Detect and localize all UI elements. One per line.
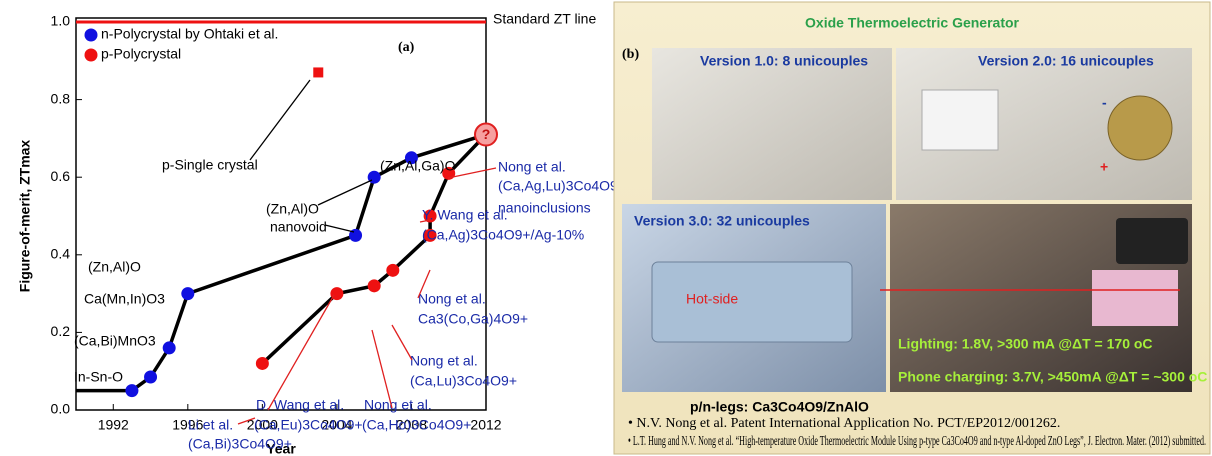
annotation: Ca3(Co,Ga)4O9+ [418,311,528,327]
reference: • L.T. Hung and N.V. Nong et al. “High-t… [628,434,1206,449]
data-point [368,279,381,292]
figure: 0.00.20.40.60.81.01992199620002004200820… [0,0,1212,456]
sign: + [1100,159,1108,175]
annotation: (Ca,Lu)3Co4O9+ [410,373,517,389]
lighting-note: Lighting: 1.8V, >300 mA @ΔT = 170 oC [898,336,1153,352]
annotation: Li et al. [188,417,233,433]
single-crystal-point [313,67,323,77]
annotation: (Ca,Bi)3Co4O9+ [188,436,292,452]
annotation: Nong et al. [418,291,486,307]
annotation: (Ca,Bi)MnO3 [74,333,156,349]
panel-b: (b) Oxide Thermoelectric Generator Versi… [614,2,1210,454]
annotation: Nong et al. [410,353,478,369]
annotation: D. Wang et al. [256,397,344,413]
y-tick-label: 0.0 [51,401,71,417]
annotation: Nong et al. [498,159,566,175]
arrow [318,180,372,205]
module [652,262,852,342]
data-point [144,371,157,384]
coin [1108,96,1172,160]
arrow [250,80,310,160]
phone [1116,218,1188,264]
legend-label: p-Polycrystal [101,46,181,62]
annotation: In-Sn-O [74,369,123,385]
annotation: (a) [398,40,415,55]
annotation: p-Single crystal [162,157,258,173]
panel-title: Oxide Thermoelectric Generator [805,15,1020,31]
arrow [325,225,354,232]
y-tick-label: 0.6 [51,168,71,184]
annotation: Nong et al. [364,397,432,413]
x-tick-label: 2012 [470,417,501,433]
annotation: (Ca,Eu)3Co4O9+ [254,417,363,433]
annotation: Ca(Mn,In)O3 [84,291,165,307]
annotation: (Zn,Al)O [266,201,319,217]
module [922,90,998,150]
arrow [268,295,334,410]
annotation: Y. Wang et al. [422,207,508,223]
reference: • N.V. Nong et al. Patent International … [628,416,1060,431]
y-axis-label: Figure-of-merit, ZTmax [17,140,33,293]
annotation: (Ca,Ag)3Co4O9+/Ag-10% [422,227,584,243]
annotation: (Ca,Ho)3Co4O9+ [362,417,471,433]
legend-label: n-Polycrystal by Ohtaki et al. [101,26,278,42]
photo-caption: Version 2.0: 16 unicouples [978,53,1154,69]
projection-label: ? [482,126,491,142]
legend-marker [85,29,98,42]
annotation: (Zn,Al)O [88,259,141,275]
data-point [256,357,269,370]
data-point [386,264,399,277]
arrow [392,325,412,360]
annotation: (Ca,Ag,Lu)3Co4O9+ [498,178,626,194]
photo-caption: Version 3.0: 32 unicouples [634,213,810,229]
annotation: (Zn,Al,Ga)O [380,158,456,174]
y-tick-label: 1.0 [51,13,71,29]
hot-side-label: Hot-side [686,291,738,307]
legend-marker [85,49,98,62]
sign: - [1102,95,1107,111]
charging-note: Phone charging: 3.7V, >450mA @ΔT = ~300 … [898,369,1207,385]
panel-label: (b) [622,47,639,62]
y-tick-label: 0.8 [51,90,71,106]
y-tick-label: 0.4 [51,246,71,262]
photo [652,48,892,200]
display [1092,270,1178,326]
photo-caption: Version 1.0: 8 unicouples [700,53,868,69]
annotation: nanovoid [270,219,327,235]
y-tick-label: 0.2 [51,323,71,339]
x-tick-label: 1992 [98,417,129,433]
data-point [163,341,176,354]
standard-line-label: Standard ZT line [493,11,596,27]
annotation: nanoinclusions [498,200,591,216]
data-point [125,384,138,397]
legs-note: p/n-legs: Ca3Co4O9/ZnAlO [690,399,869,415]
data-point [181,287,194,300]
